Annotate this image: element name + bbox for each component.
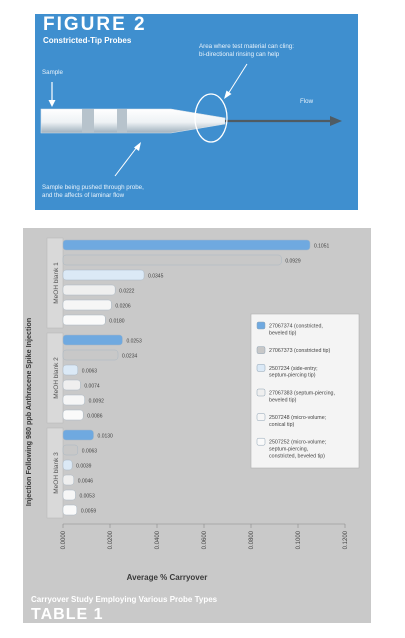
x-tick-label: 0.0400 bbox=[155, 530, 161, 549]
legend-entry-label: 27067383 (septum-piercing, beveled tip) bbox=[269, 391, 335, 404]
figure-2-panel: FIGURE 2 Constricted-Tip Probes Sample A… bbox=[35, 14, 358, 210]
legend-entry-label: 2507252 (micro-volume; septum-piercing, co… bbox=[269, 440, 326, 460]
bars: 0.1051 0.0929 0.0345 0.0222 0.0206 0.0180 0.02… bbox=[62, 239, 330, 516]
figure-title: FIGURE 2 bbox=[43, 14, 147, 35]
bar bbox=[62, 409, 84, 421]
y-axis-title: Injection Following 980 ppb Anthracene S… bbox=[24, 318, 33, 506]
probe-band-1 bbox=[82, 109, 94, 133]
flow-label: Flow bbox=[300, 98, 314, 105]
bar bbox=[62, 269, 145, 281]
bar-value-label: 0.0253 bbox=[126, 339, 142, 345]
bar bbox=[62, 429, 94, 441]
legend-entry-label: 2507234 (side-entry; septum-piercing tip) bbox=[269, 366, 318, 379]
table-label: TABLE 1 bbox=[31, 606, 104, 623]
bar-value-label: 0.0206 bbox=[115, 304, 131, 310]
pushed-label-line1: Sample being pushed through probe, bbox=[42, 184, 144, 191]
legend-swatch bbox=[256, 321, 266, 330]
bar-value-label: 0.0063 bbox=[82, 369, 98, 375]
group-label-box bbox=[46, 332, 64, 424]
bar-value-label: 0.0222 bbox=[119, 289, 135, 295]
bar-value-label: 0.0234 bbox=[122, 354, 138, 360]
cling-label-line1: Area where test material can cling: bbox=[199, 43, 294, 50]
group-label-box bbox=[46, 237, 64, 329]
bar bbox=[62, 364, 79, 376]
bar bbox=[62, 459, 73, 471]
legend-swatch bbox=[256, 413, 266, 421]
bar-value-label: 0.0074 bbox=[84, 384, 100, 390]
legend-entry-label: 27067373 (constricted tip) bbox=[269, 348, 330, 354]
carryover-bar-chart: MeOH blank 1 MeOH blank 2 MeOH blank 3 0.1… bbox=[24, 237, 360, 582]
bar-value-label: 0.0130 bbox=[98, 434, 114, 440]
group-label: MeOH blank 3 bbox=[53, 452, 60, 494]
table-caption: Carryover Study Employing Various Probe … bbox=[31, 595, 218, 604]
cling-arrow-icon bbox=[224, 90, 232, 99]
legend-entry-label: 27067374 (constricted, beveled tip) bbox=[269, 324, 323, 337]
bar-value-label: 0.0046 bbox=[78, 479, 94, 485]
cling-area-ellipse bbox=[194, 93, 228, 143]
bar bbox=[62, 504, 78, 516]
x-tick-label: 0.0000 bbox=[61, 530, 67, 549]
table-1-panel: MeOH blank 1 MeOH blank 2 MeOH blank 3 0.1… bbox=[23, 228, 371, 623]
bar bbox=[62, 299, 112, 311]
bar-value-label: 0.0059 bbox=[81, 509, 97, 515]
bar-value-label: 0.0086 bbox=[87, 414, 103, 420]
x-tick-label: 0.0800 bbox=[249, 530, 255, 549]
pushed-arrow-line bbox=[114, 146, 138, 177]
bar bbox=[62, 314, 106, 326]
legend: 27067374 (constricted, beveled tip) 270673… bbox=[250, 313, 360, 469]
bar bbox=[62, 334, 123, 346]
legend-swatch bbox=[256, 437, 266, 446]
bar bbox=[62, 444, 79, 456]
legend-swatch bbox=[256, 388, 266, 397]
group-label-box bbox=[46, 427, 64, 519]
pushed-label-line2: and the affects of laminar flow bbox=[42, 192, 125, 199]
legend-swatch bbox=[256, 364, 266, 372]
group-label: MeOH blank 2 bbox=[53, 357, 60, 399]
flow-arrow-icon bbox=[330, 116, 342, 126]
x-tick-label: 0.0600 bbox=[202, 530, 208, 549]
sample-arrow-icon bbox=[48, 100, 56, 107]
x-axis: 0.0000 0.0200 0.0400 0.0600 0.0800 0.1000 0.12… bbox=[61, 523, 349, 549]
x-tick-label: 0.1200 bbox=[343, 530, 349, 549]
legend-swatch bbox=[256, 346, 266, 354]
bar-value-label: 0.0092 bbox=[89, 399, 105, 405]
bar-value-label: 0.0053 bbox=[79, 494, 95, 500]
bar-value-label: 0.0345 bbox=[148, 274, 164, 280]
sample-label: Sample bbox=[42, 69, 63, 76]
bar-value-label: 0.0180 bbox=[109, 319, 125, 325]
bar bbox=[62, 239, 311, 251]
cling-arrow-line bbox=[227, 63, 248, 95]
bar bbox=[62, 349, 119, 361]
bar bbox=[62, 254, 282, 266]
x-axis-title: Average % Carryover bbox=[127, 573, 208, 582]
bar-value-label: 0.0929 bbox=[285, 259, 301, 265]
legend-entry-label: 2507248 (micro-volume; conical tip) bbox=[269, 415, 326, 428]
bar bbox=[62, 394, 85, 406]
probe-diagram bbox=[40, 63, 342, 177]
bar-value-label: 0.0039 bbox=[76, 464, 92, 470]
probe-band-2 bbox=[117, 109, 127, 133]
cling-label-line2: bi-directional rinsing can help bbox=[199, 51, 280, 58]
bar bbox=[62, 284, 116, 296]
bar-value-label: 0.0063 bbox=[82, 449, 98, 455]
legend-box bbox=[250, 313, 360, 469]
group-label: MeOH blank 1 bbox=[53, 262, 60, 304]
pushed-arrow-icon bbox=[134, 142, 141, 151]
figure-subtitle: Constricted-Tip Probes bbox=[43, 36, 132, 45]
bar bbox=[62, 474, 75, 486]
bar bbox=[62, 379, 81, 391]
x-tick-label: 0.1000 bbox=[296, 530, 302, 549]
bar bbox=[62, 489, 76, 501]
group-backgrounds: MeOH blank 1 MeOH blank 2 MeOH blank 3 bbox=[46, 237, 64, 519]
bar-value-label: 0.1051 bbox=[314, 244, 330, 250]
x-tick-label: 0.0200 bbox=[108, 530, 114, 549]
